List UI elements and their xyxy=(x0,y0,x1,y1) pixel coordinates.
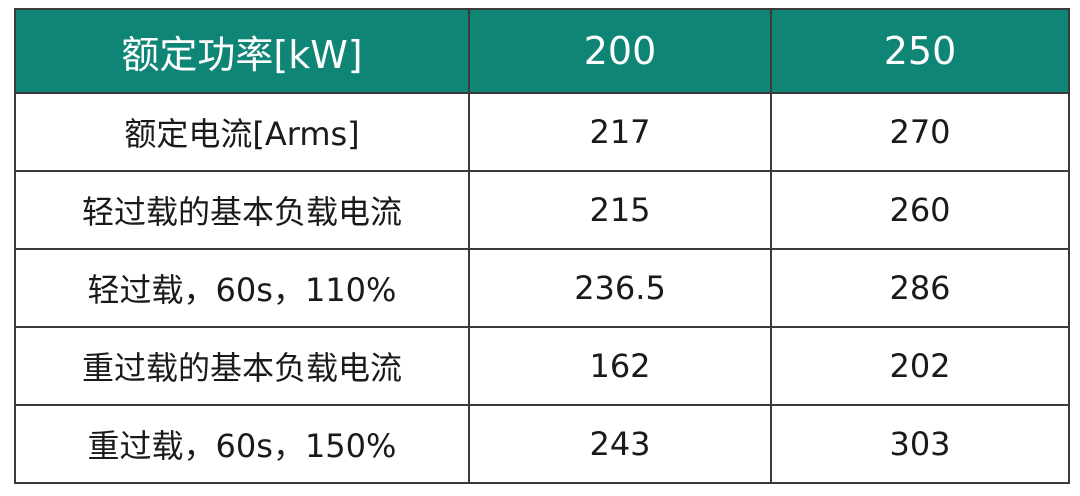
value-cell: 286 xyxy=(770,248,1070,328)
table-container: 额定功率[kW] 200 250 额定电流[Arms] 217 270 轻过载的基本负载电… xyxy=(14,8,1070,484)
header-cell: 250 xyxy=(770,8,1070,94)
row-label: 轻过载的基本负载电流 xyxy=(14,170,470,250)
value-cell: 217 xyxy=(468,92,772,172)
row-label: 重过载，60s，150% xyxy=(14,404,470,484)
table-row: 额定电流[Arms] 217 270 xyxy=(14,92,1070,172)
header-row: 额定功率[kW] 200 250 xyxy=(14,8,1070,94)
value-cell: 303 xyxy=(770,404,1070,484)
value-cell: 243 xyxy=(468,404,772,484)
table-row: 轻过载，60s，110% 236.5 286 xyxy=(14,248,1070,328)
header-cell: 额定功率[kW] xyxy=(14,8,470,94)
table-row: 重过载，60s，150% 243 303 xyxy=(14,404,1070,484)
value-cell: 260 xyxy=(770,170,1070,250)
table-row: 轻过载的基本负载电流 215 260 xyxy=(14,170,1070,250)
spec-table: 额定功率[kW] 200 250 额定电流[Arms] 217 270 轻过载的基本负载电… xyxy=(14,8,1070,484)
value-cell: 215 xyxy=(468,170,772,250)
row-label: 轻过载，60s，110% xyxy=(14,248,470,328)
header-cell: 200 xyxy=(468,8,772,94)
value-cell: 202 xyxy=(770,326,1070,406)
table-row: 重过载的基本负载电流 162 202 xyxy=(14,326,1070,406)
table-body: 额定电流[Arms] 217 270 轻过载的基本负载电流 215 260 轻过载，60s，… xyxy=(14,92,1070,484)
value-cell: 162 xyxy=(468,326,772,406)
value-cell: 236.5 xyxy=(468,248,772,328)
row-label: 额定电流[Arms] xyxy=(14,92,470,172)
value-cell: 270 xyxy=(770,92,1070,172)
row-label: 重过载的基本负载电流 xyxy=(14,326,470,406)
